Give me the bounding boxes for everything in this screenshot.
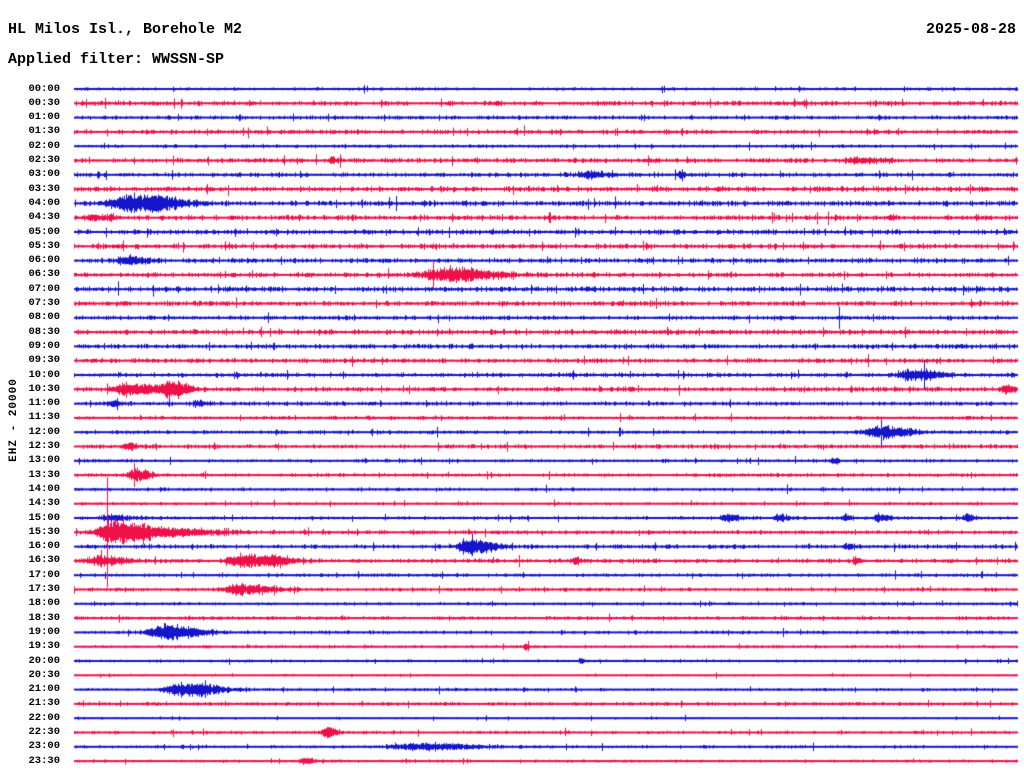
trace-time-label: 19:30 [28,640,60,653]
trace-time-label: 17:30 [28,583,60,595]
filter-label: Applied filter: WWSSN-SP [8,51,225,68]
trace-time-label: 14:30 [28,497,60,510]
station-title: HL Milos Isl., Borehole M2 [8,21,243,38]
trace-time-label: 16:00 [28,540,60,553]
trace-time-label: 10:30 [28,382,60,395]
trace-time-label: 07:30 [28,297,60,309]
trace-time-label: 14:00 [28,482,60,495]
trace-time-label: 06:00 [28,254,60,267]
plot-date: 2025-08-28 [925,21,1016,38]
trace-time-label: 00:00 [28,82,60,95]
trace-time-label: 11:30 [28,411,60,424]
trace-time-label: 07:00 [28,282,60,295]
trace-time-label: 21:30 [28,697,60,710]
trace-time-label: 08:30 [28,325,60,338]
trace-time-label: 21:00 [28,683,60,696]
trace-time-label: 09:00 [28,339,60,352]
trace-time-label: 06:30 [28,268,60,281]
trace-time-label: 15:30 [28,525,60,538]
trace-time-label: 12:00 [28,425,60,438]
trace-time-label: 05:00 [28,225,60,238]
trace-time-label: 10:00 [28,368,60,381]
trace-time-label: 22:00 [28,711,60,724]
trace-time-label: 18:30 [28,611,60,624]
trace-time-label: 08:00 [28,311,60,324]
trace-time-label: 23:30 [28,754,60,767]
header: HL Milos Isl., Borehole M2 2025-08-28 [8,21,1016,38]
trace-time-label: 02:00 [28,139,60,152]
trace-time-label: 04:30 [28,211,60,224]
trace-time-label: 01:00 [28,111,60,124]
trace-time-label: 01:30 [28,125,60,138]
trace-time-label: 09:30 [28,354,60,367]
trace-time-label: 02:30 [28,154,60,166]
trace-time-label: 03:00 [28,168,60,181]
trace-time-label: 20:30 [28,668,60,681]
trace-time-label: 19:00 [28,625,60,638]
trace-time-label: 17:00 [28,568,60,581]
trace-time-label: 11:00 [28,397,60,410]
trace-time-label: 00:30 [28,96,60,109]
trace-time-label: 23:00 [28,740,60,753]
trace-time-label: 05:30 [28,239,60,252]
trace-time-label: 20:00 [28,654,60,667]
trace-time-label: 12:30 [28,440,60,452]
trace-time-label: 13:00 [28,454,60,467]
trace-time-label: 16:30 [28,554,60,567]
trace-time-label: 13:30 [28,468,60,481]
trace-time-label: 18:00 [28,597,60,610]
trace-time-label: 03:30 [28,182,60,195]
trace-time-label: 22:30 [28,726,60,738]
trace-time-label: 04:00 [28,196,60,209]
trace-time-label: 15:00 [28,511,60,524]
